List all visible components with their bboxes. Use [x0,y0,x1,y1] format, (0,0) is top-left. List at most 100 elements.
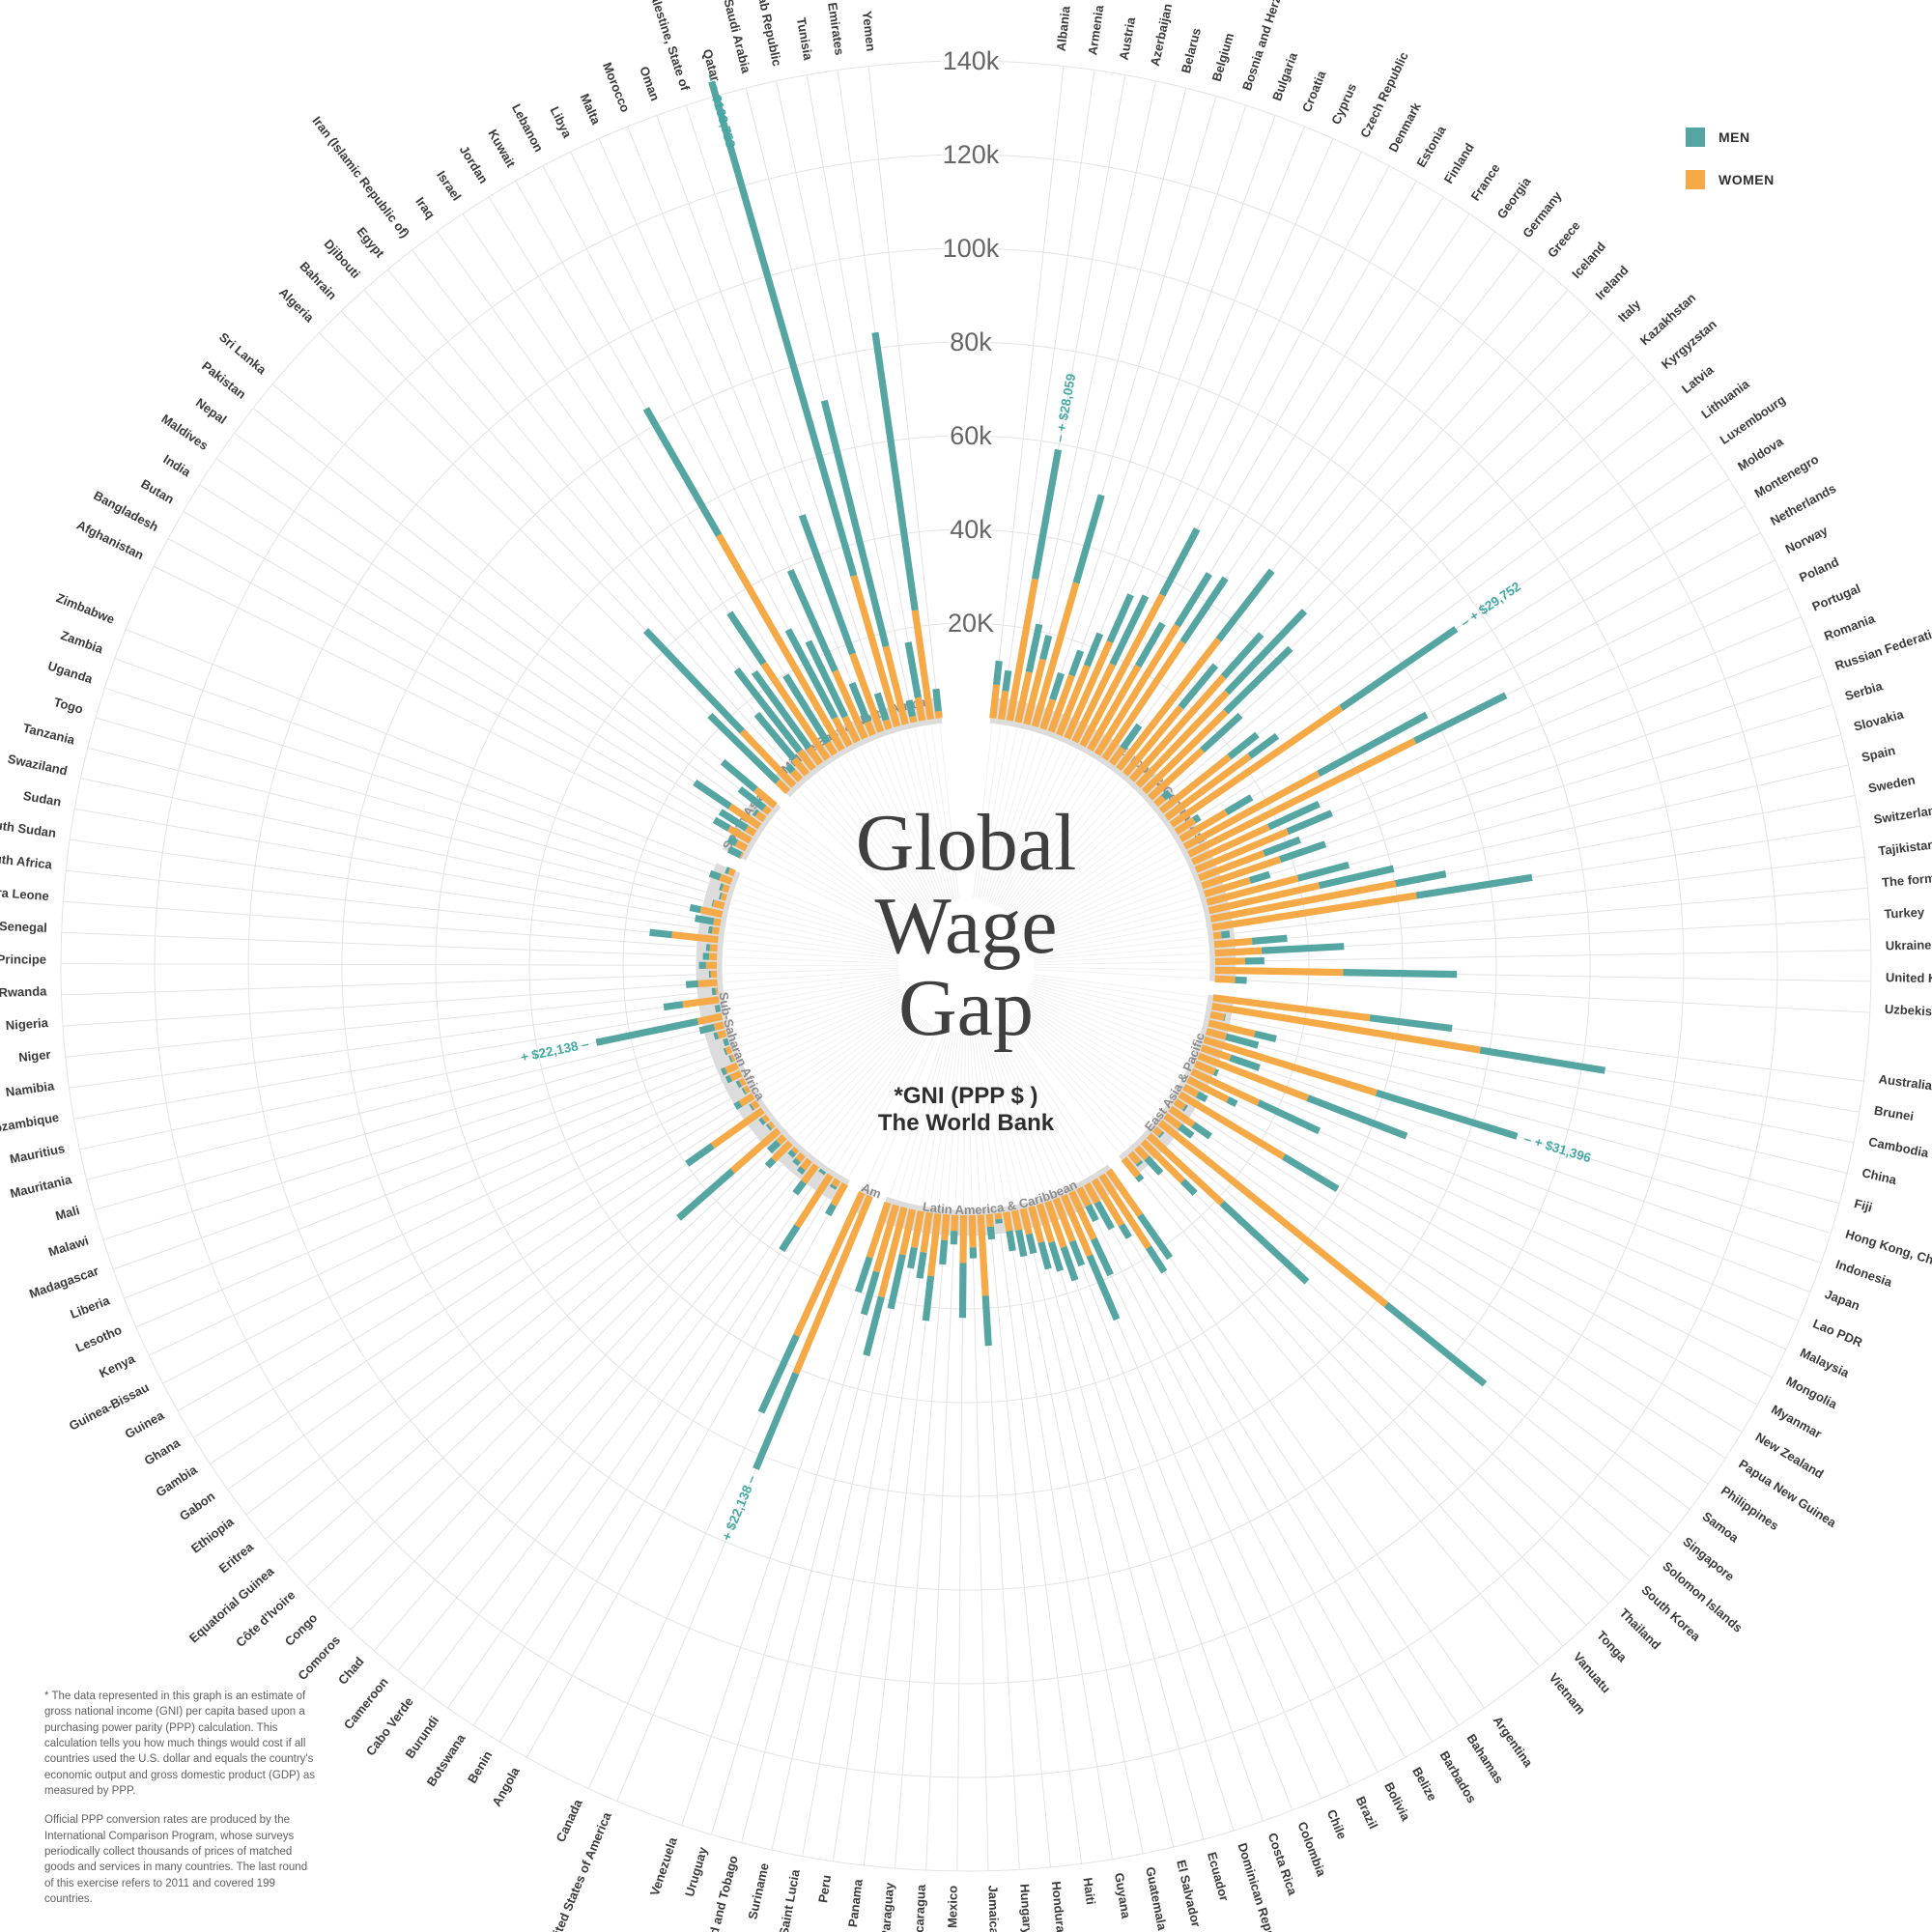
country-bar[interactable] [1197,1052,1408,1140]
country-bar[interactable] [904,641,926,722]
country-bar[interactable] [753,711,810,777]
country-bar[interactable] [713,1030,727,1040]
country-bar[interactable] [720,1062,739,1076]
country-bar[interactable] [1094,572,1212,756]
country-bar[interactable] [753,1194,873,1470]
country-bar[interactable] [1212,930,1231,940]
country-bar[interactable] [642,628,797,788]
country-bar[interactable] [782,673,838,756]
country-bar[interactable] [1087,621,1166,753]
country-bar[interactable] [922,1212,942,1321]
country-bar[interactable] [1071,594,1150,744]
country-bar[interactable] [873,692,893,730]
country-bar[interactable] [989,660,1003,719]
country-bar[interactable] [1091,1178,1132,1239]
country-bar[interactable] [958,1214,968,1319]
country-bar[interactable] [698,1021,725,1035]
country-bar[interactable] [1211,873,1533,931]
country-bar[interactable] [1212,994,1453,1033]
country-bar[interactable] [1157,1120,1488,1387]
country-bar[interactable] [968,1214,978,1259]
country-bar[interactable] [1198,836,1301,882]
country-bar[interactable] [1031,494,1105,728]
country-bar[interactable] [784,763,804,782]
country-bar[interactable] [1141,645,1293,795]
country-bar[interactable] [871,331,934,721]
country-bar[interactable] [1206,861,1350,906]
country-bar[interactable] [1084,1181,1115,1231]
country-bar[interactable] [1194,810,1333,873]
country-bar[interactable] [707,712,791,795]
country-bar[interactable] [712,816,753,844]
country-bar[interactable] [1023,635,1053,725]
country-bar[interactable] [718,892,727,901]
country-bar[interactable] [1028,1206,1052,1270]
country-bar[interactable] [1135,609,1308,788]
country-bar[interactable] [1169,626,1459,828]
country-bar[interactable] [1208,865,1395,915]
country-bar[interactable] [689,903,724,918]
country-bar[interactable] [1105,1168,1174,1261]
country-bar[interactable] [1200,1044,1261,1071]
country-bar[interactable] [727,845,745,860]
country-bar[interactable] [779,1173,834,1253]
country-bar[interactable] [805,639,861,744]
country-bar[interactable] [708,80,901,728]
country-bar[interactable] [1003,1211,1016,1252]
country-bar[interactable] [737,785,773,815]
country-bar[interactable] [702,952,718,961]
country-bar[interactable] [792,1163,819,1196]
country-bar[interactable] [723,1037,730,1047]
country-bar[interactable] [798,514,885,733]
country-bar[interactable] [733,667,816,772]
country-bar[interactable] [1209,1010,1226,1021]
country-bar[interactable] [1211,1003,1606,1074]
country-bar[interactable] [848,681,876,737]
country-bar[interactable] [767,1134,787,1153]
country-bar[interactable] [1214,943,1345,957]
country-bar[interactable] [758,1114,771,1125]
country-bar[interactable] [1006,448,1063,722]
country-bar[interactable] [825,1181,848,1217]
country-bar[interactable] [1047,649,1085,733]
country-bar[interactable] [1121,1156,1145,1183]
country-bar[interactable] [1213,934,1288,949]
country-bar[interactable] [1214,975,1247,984]
country-bar[interactable] [1052,1197,1086,1267]
country-bar[interactable] [724,867,736,877]
country-bar[interactable] [1190,1068,1321,1135]
country-bar[interactable] [787,1146,800,1158]
country-bar[interactable] [1173,1098,1188,1112]
country-bar[interactable] [676,1127,781,1221]
country-bar[interactable] [905,699,918,724]
country-bar[interactable] [1206,1028,1260,1049]
country-bar[interactable] [1108,723,1143,766]
country-bar[interactable] [695,915,722,926]
country-bar[interactable] [764,1140,793,1169]
country-bar[interactable] [1181,1083,1208,1103]
country-bar[interactable] [1193,1060,1219,1077]
country-bar[interactable] [1190,800,1321,866]
country-bar[interactable] [1153,789,1173,808]
country-bar[interactable] [1201,840,1327,890]
country-bar[interactable] [595,1012,724,1046]
country-bar[interactable] [1208,1019,1277,1042]
country-bar[interactable] [939,1213,951,1265]
country-bar[interactable] [719,883,730,894]
country-bar[interactable] [1128,632,1264,782]
country-bar[interactable] [693,780,762,830]
country-bar[interactable] [1079,527,1201,748]
country-bar[interactable] [1116,568,1275,772]
country-bar[interactable] [906,1210,924,1269]
country-bar[interactable] [1209,870,1447,923]
country-bar[interactable] [1214,957,1264,966]
country-bar[interactable] [786,568,868,740]
country-bar[interactable] [642,407,845,753]
country-bar[interactable] [752,809,767,823]
country-bar[interactable] [1056,632,1104,737]
country-bar[interactable] [1203,1036,1519,1140]
country-bar[interactable] [708,970,718,979]
country-bar[interactable] [820,399,909,725]
country-bar[interactable] [796,1157,812,1175]
country-bar[interactable] [707,925,721,935]
